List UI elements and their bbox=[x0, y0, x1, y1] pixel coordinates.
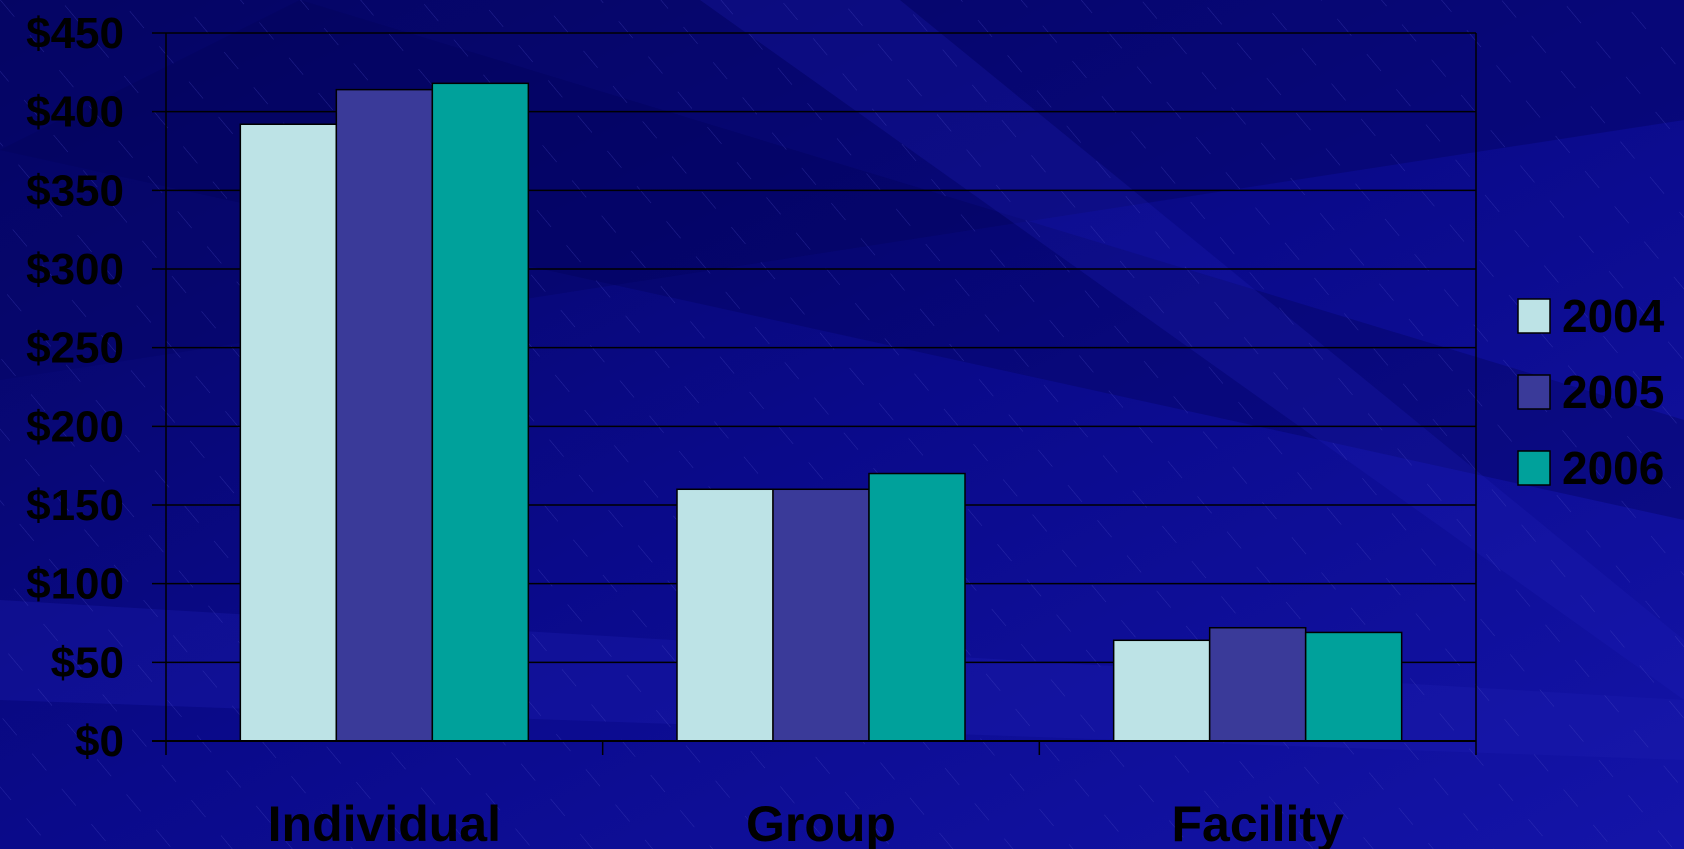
legend-swatch-2004 bbox=[1517, 298, 1551, 334]
category-label: Facility bbox=[1172, 796, 1344, 849]
y-tick-label: $250 bbox=[26, 324, 124, 373]
y-tick-label: $200 bbox=[26, 402, 124, 451]
legend-swatch-2005 bbox=[1517, 374, 1551, 410]
y-tick-label: $0 bbox=[75, 717, 124, 766]
bar-2004-group bbox=[676, 488, 774, 742]
bar-2006-group bbox=[868, 472, 966, 742]
bars bbox=[152, 82, 1476, 742]
y-tick-label: $350 bbox=[26, 166, 124, 215]
y-tick-label: $50 bbox=[51, 638, 124, 687]
legend-label: 2005 bbox=[1562, 366, 1664, 418]
y-tick-label: $400 bbox=[26, 88, 124, 137]
bar-2004-facility bbox=[1112, 639, 1211, 742]
axes bbox=[165, 33, 1477, 755]
y-tick-label: $100 bbox=[26, 560, 124, 609]
y-tick-labels: $0 $50 $100 $150 $200 $250 $300 $350 $400 $450 bbox=[26, 9, 124, 766]
category-label: Individual bbox=[268, 796, 501, 849]
bar-2004-individual bbox=[239, 123, 338, 742]
y-tick-label: $300 bbox=[26, 245, 124, 294]
bar-2006-individual bbox=[431, 82, 530, 742]
category-labels: Individual Group Facility bbox=[268, 796, 1344, 849]
y-tick-label: $150 bbox=[26, 481, 124, 530]
y-tick-label: $450 bbox=[26, 9, 124, 58]
bar-2005-facility bbox=[1208, 626, 1307, 742]
bar-2005-group bbox=[772, 488, 870, 742]
bar-2006-facility bbox=[1304, 631, 1403, 742]
legend: 2004 2005 2006 bbox=[1517, 290, 1665, 494]
legend-label: 2004 bbox=[1562, 290, 1665, 342]
category-label: Group bbox=[746, 796, 896, 849]
legend-label: 2006 bbox=[1562, 442, 1664, 494]
bar-2005-individual bbox=[335, 88, 434, 742]
legend-swatch-2006 bbox=[1517, 450, 1551, 486]
